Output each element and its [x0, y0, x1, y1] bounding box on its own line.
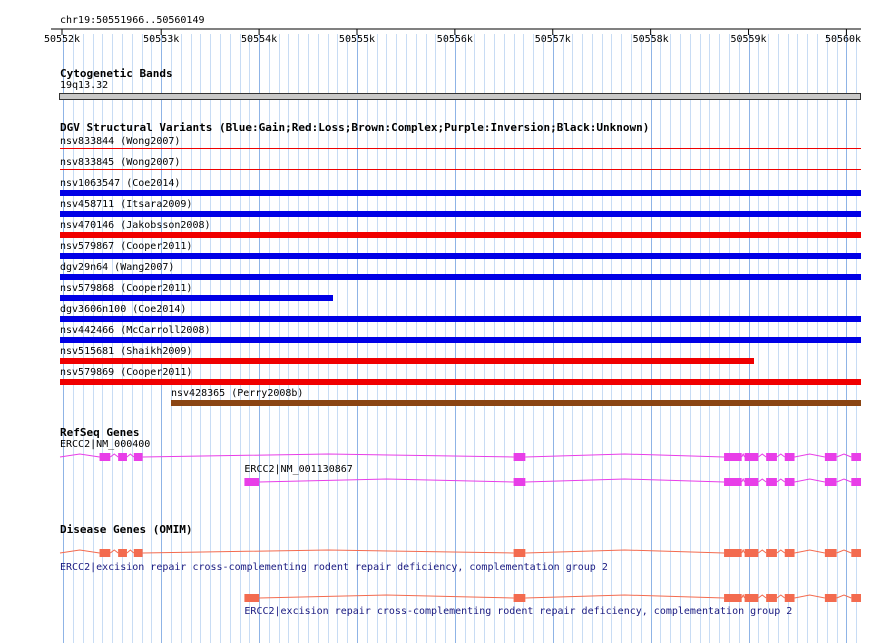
exon-block — [824, 549, 837, 557]
exon-block — [824, 453, 837, 461]
dgv-variant-label[interactable]: nsv579867 (Cooper2011) — [60, 241, 193, 252]
dgv-variant-label[interactable]: nsv833845 (Wong2007) — [60, 157, 181, 168]
dgv-variant-label[interactable]: nsv833844 (Wong2007) — [60, 136, 181, 147]
dgv-variant-label[interactable]: nsv428365 (Perry2008b) — [171, 388, 304, 399]
exon-block — [724, 453, 742, 461]
exon-block — [851, 478, 861, 486]
exon-block — [133, 549, 143, 557]
dgv-variant-bar[interactable] — [60, 211, 861, 217]
exon-block — [513, 594, 526, 602]
cytoband-bar[interactable] — [59, 93, 861, 100]
dgv-variant-label[interactable]: dgv29n64 (Wang2007) — [60, 262, 175, 273]
ruler-tick-label: 50554k — [241, 34, 278, 45]
exon-block — [766, 453, 777, 461]
dgv-track-title[interactable]: DGV Structural Variants (Blue:Gain;Red:L… — [60, 121, 650, 134]
exon-block — [744, 453, 759, 461]
dgv-variant-label[interactable]: nsv458711 (Itsara2009) — [60, 199, 193, 210]
omim-gene-label[interactable]: ERCC2|excision repair cross-complementin… — [244, 606, 793, 617]
refseq-transcript-label[interactable]: ERCC2|NM_001130867 — [244, 464, 353, 475]
dgv-variant-bar[interactable] — [60, 274, 861, 280]
omim-gene-label[interactable]: ERCC2|excision repair cross-complementin… — [60, 562, 608, 573]
gene-model[interactable] — [0, 447, 890, 467]
exon-block — [766, 478, 777, 486]
exon-block — [744, 478, 759, 486]
dgv-variant-bar[interactable] — [60, 190, 861, 196]
exon-block — [118, 549, 127, 557]
exon-block — [724, 594, 742, 602]
exon-block — [513, 549, 526, 557]
intron-line — [259, 593, 852, 599]
ruler-tick-label: 50557k — [534, 34, 571, 45]
gene-model[interactable] — [0, 472, 890, 492]
gene-model[interactable] — [0, 543, 890, 563]
dgv-variant-bar[interactable] — [60, 169, 861, 170]
dgv-variant-label[interactable]: nsv515681 (Shaikh2009) — [60, 346, 193, 357]
location-label: chr19:50551966..50560149 — [60, 15, 205, 26]
exon-block — [851, 549, 861, 557]
exon-block — [244, 594, 260, 602]
exon-block — [99, 549, 111, 557]
exon-block — [133, 453, 143, 461]
ruler-tick-label: 50553k — [143, 34, 180, 45]
exon-block — [99, 453, 111, 461]
dgv-variant-bar[interactable] — [60, 379, 861, 385]
ruler-tick-label: 50560k — [824, 34, 862, 45]
dgv-variant-bar[interactable] — [60, 148, 861, 149]
ruler — [51, 28, 861, 35]
refseq-transcript-label[interactable]: ERCC2|NM_000400 — [60, 439, 151, 450]
exon-block — [784, 594, 795, 602]
dgv-variant-bar[interactable] — [60, 316, 861, 322]
ruler-tick-label: 50552k — [43, 34, 81, 45]
intron-line — [59, 548, 852, 554]
dgv-variant-bar[interactable] — [60, 358, 755, 364]
exon-block — [744, 549, 759, 557]
omim-track-title[interactable]: Disease Genes (OMIM) — [60, 523, 193, 536]
cytoband-track-title[interactable]: Cytogenetic Bands — [60, 67, 173, 80]
exon-block — [244, 478, 260, 486]
dgv-variant-bar[interactable] — [171, 400, 861, 406]
dgv-variant-label[interactable]: dgv3606n100 (Coe2014) — [60, 304, 187, 315]
exon-block — [824, 478, 837, 486]
ruler-tick-label: 50559k — [730, 34, 767, 45]
gene-model[interactable] — [0, 588, 890, 608]
exon-block — [118, 453, 127, 461]
dgv-variant-bar[interactable] — [60, 232, 861, 238]
cytoband-label: 19q13.32 — [60, 80, 109, 91]
ruler-tick-label: 50555k — [338, 34, 376, 45]
exon-block — [851, 594, 861, 602]
exon-block — [766, 594, 777, 602]
dgv-variant-bar[interactable] — [60, 253, 861, 259]
ruler-tick-label: 50556k — [436, 34, 473, 45]
exon-block — [724, 549, 742, 557]
dgv-variant-label[interactable]: nsv579869 (Cooper2011) — [60, 367, 193, 378]
dgv-variant-bar[interactable] — [60, 295, 333, 301]
exon-block — [744, 594, 759, 602]
exon-block — [513, 453, 526, 461]
dgv-variant-label[interactable]: nsv1063547 (Coe2014) — [60, 178, 181, 189]
exon-block — [851, 453, 861, 461]
dgv-variant-bar[interactable] — [60, 337, 861, 343]
ruler-tick-label: 50558k — [632, 34, 669, 45]
intron-line — [259, 477, 852, 483]
exon-block — [766, 549, 777, 557]
exon-block — [784, 478, 795, 486]
dgv-variant-label[interactable]: nsv470146 (Jakobsson2008) — [60, 220, 211, 231]
refseq-track-title[interactable]: RefSeq Genes — [60, 426, 140, 439]
dgv-variant-label[interactable]: nsv579868 (Cooper2011) — [60, 283, 193, 294]
intron-line — [59, 452, 852, 458]
exon-block — [513, 478, 526, 486]
exon-block — [784, 549, 795, 557]
exon-block — [724, 478, 742, 486]
exon-block — [824, 594, 837, 602]
dgv-variant-label[interactable]: nsv442466 (McCarroll2008) — [60, 325, 211, 336]
exon-block — [784, 453, 795, 461]
